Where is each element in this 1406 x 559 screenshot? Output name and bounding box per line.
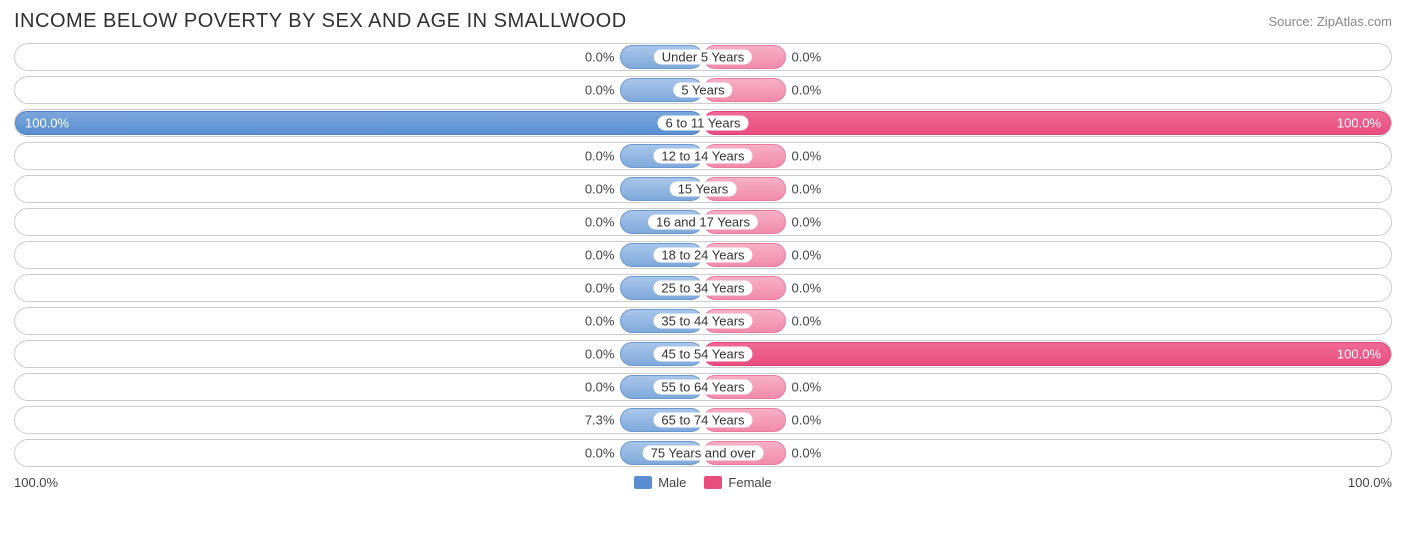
- female-value-label: 0.0%: [792, 215, 822, 230]
- female-half: 0.0%: [703, 77, 1391, 103]
- female-value-label: 100.0%: [1337, 347, 1381, 362]
- table-row: 0.0% 0.0% 25 to 34 Years: [14, 274, 1392, 302]
- male-value-label: 0.0%: [585, 83, 615, 98]
- female-half: 0.0%: [703, 275, 1391, 301]
- table-row: 0.0% 100.0% 45 to 54 Years: [14, 340, 1392, 368]
- table-row: 100.0% 100.0% 6 to 11 Years: [14, 109, 1392, 137]
- male-value-label: 0.0%: [585, 248, 615, 263]
- table-row: 0.0% 0.0% 15 Years: [14, 175, 1392, 203]
- male-half: 0.0%: [15, 374, 703, 400]
- male-half: 0.0%: [15, 308, 703, 334]
- male-value-label: 7.3%: [585, 413, 615, 428]
- male-value-label: 0.0%: [585, 281, 615, 296]
- male-value-label: 0.0%: [585, 215, 615, 230]
- table-row: 0.0% 0.0% 16 and 17 Years: [14, 208, 1392, 236]
- category-label: 65 to 74 Years: [653, 413, 752, 428]
- category-label: 15 Years: [670, 182, 737, 197]
- female-value-label: 0.0%: [792, 446, 822, 461]
- female-half: 0.0%: [703, 176, 1391, 202]
- male-value-label: 0.0%: [585, 314, 615, 329]
- female-value-label: 0.0%: [792, 83, 822, 98]
- category-label: 75 Years and over: [643, 446, 764, 461]
- male-half: 7.3%: [15, 407, 703, 433]
- male-half: 0.0%: [15, 176, 703, 202]
- female-value-label: 0.0%: [792, 182, 822, 197]
- legend-item-male: Male: [634, 475, 686, 490]
- female-value-label: 100.0%: [1337, 116, 1381, 131]
- male-value-label: 0.0%: [585, 446, 615, 461]
- category-label: 16 and 17 Years: [648, 215, 758, 230]
- table-row: 0.0% 0.0% 55 to 64 Years: [14, 373, 1392, 401]
- male-half: 0.0%: [15, 209, 703, 235]
- legend-swatch-male: [634, 476, 652, 489]
- male-value-label: 0.0%: [585, 149, 615, 164]
- male-half: 0.0%: [15, 143, 703, 169]
- female-half: 0.0%: [703, 407, 1391, 433]
- male-half: 0.0%: [15, 275, 703, 301]
- female-half: 0.0%: [703, 242, 1391, 268]
- category-label: 35 to 44 Years: [653, 314, 752, 329]
- table-row: 0.0% 0.0% 35 to 44 Years: [14, 307, 1392, 335]
- female-value-label: 0.0%: [792, 380, 822, 395]
- legend-label-male: Male: [658, 475, 686, 490]
- male-value-label: 100.0%: [25, 116, 69, 131]
- female-half: 100.0%: [703, 110, 1391, 136]
- male-half: 0.0%: [15, 77, 703, 103]
- chart-header: INCOME BELOW POVERTY BY SEX AND AGE IN S…: [14, 10, 1392, 33]
- table-row: 7.3% 0.0% 65 to 74 Years: [14, 406, 1392, 434]
- male-half: 0.0%: [15, 242, 703, 268]
- table-row: 0.0% 0.0% Under 5 Years: [14, 43, 1392, 71]
- male-half: 100.0%: [15, 110, 703, 136]
- male-value-label: 0.0%: [585, 182, 615, 197]
- male-value-label: 0.0%: [585, 380, 615, 395]
- female-value-label: 0.0%: [792, 281, 822, 296]
- category-label: 12 to 14 Years: [653, 149, 752, 164]
- category-label: 25 to 34 Years: [653, 281, 752, 296]
- poverty-chart: INCOME BELOW POVERTY BY SEX AND AGE IN S…: [0, 0, 1406, 559]
- category-label: 55 to 64 Years: [653, 380, 752, 395]
- category-label: 45 to 54 Years: [653, 347, 752, 362]
- male-half: 0.0%: [15, 44, 703, 70]
- female-value-label: 0.0%: [792, 149, 822, 164]
- chart-title: INCOME BELOW POVERTY BY SEX AND AGE IN S…: [14, 10, 627, 33]
- chart-source: Source: ZipAtlas.com: [1268, 14, 1392, 29]
- female-half: 0.0%: [703, 143, 1391, 169]
- category-label: 18 to 24 Years: [653, 248, 752, 263]
- axis-label-right: 100.0%: [1348, 475, 1392, 490]
- female-half: 0.0%: [703, 44, 1391, 70]
- chart-rows: 0.0% 0.0% Under 5 Years 0.0% 0.0% 5 Years 100.…: [14, 43, 1392, 467]
- female-half: 0.0%: [703, 374, 1391, 400]
- female-value-label: 0.0%: [792, 248, 822, 263]
- female-bar: [703, 342, 1391, 366]
- legend-swatch-female: [704, 476, 722, 489]
- female-half: 0.0%: [703, 308, 1391, 334]
- category-label: 5 Years: [673, 83, 732, 98]
- legend-label-female: Female: [728, 475, 771, 490]
- female-half: 0.0%: [703, 209, 1391, 235]
- female-value-label: 0.0%: [792, 413, 822, 428]
- male-half: 0.0%: [15, 440, 703, 466]
- legend-item-female: Female: [704, 475, 771, 490]
- table-row: 0.0% 0.0% 75 Years and over: [14, 439, 1392, 467]
- category-label: Under 5 Years: [654, 50, 752, 65]
- female-half: 100.0%: [703, 341, 1391, 367]
- female-value-label: 0.0%: [792, 50, 822, 65]
- table-row: 0.0% 0.0% 5 Years: [14, 76, 1392, 104]
- male-half: 0.0%: [15, 341, 703, 367]
- table-row: 0.0% 0.0% 18 to 24 Years: [14, 241, 1392, 269]
- female-half: 0.0%: [703, 440, 1391, 466]
- male-value-label: 0.0%: [585, 347, 615, 362]
- female-value-label: 0.0%: [792, 314, 822, 329]
- female-bar: [703, 111, 1391, 135]
- table-row: 0.0% 0.0% 12 to 14 Years: [14, 142, 1392, 170]
- male-bar: [15, 111, 703, 135]
- male-value-label: 0.0%: [585, 50, 615, 65]
- legend: Male Female: [634, 475, 772, 490]
- axis-label-left: 100.0%: [14, 475, 58, 490]
- chart-footer: 100.0% Male Female 100.0%: [14, 475, 1392, 490]
- category-label: 6 to 11 Years: [658, 116, 749, 131]
